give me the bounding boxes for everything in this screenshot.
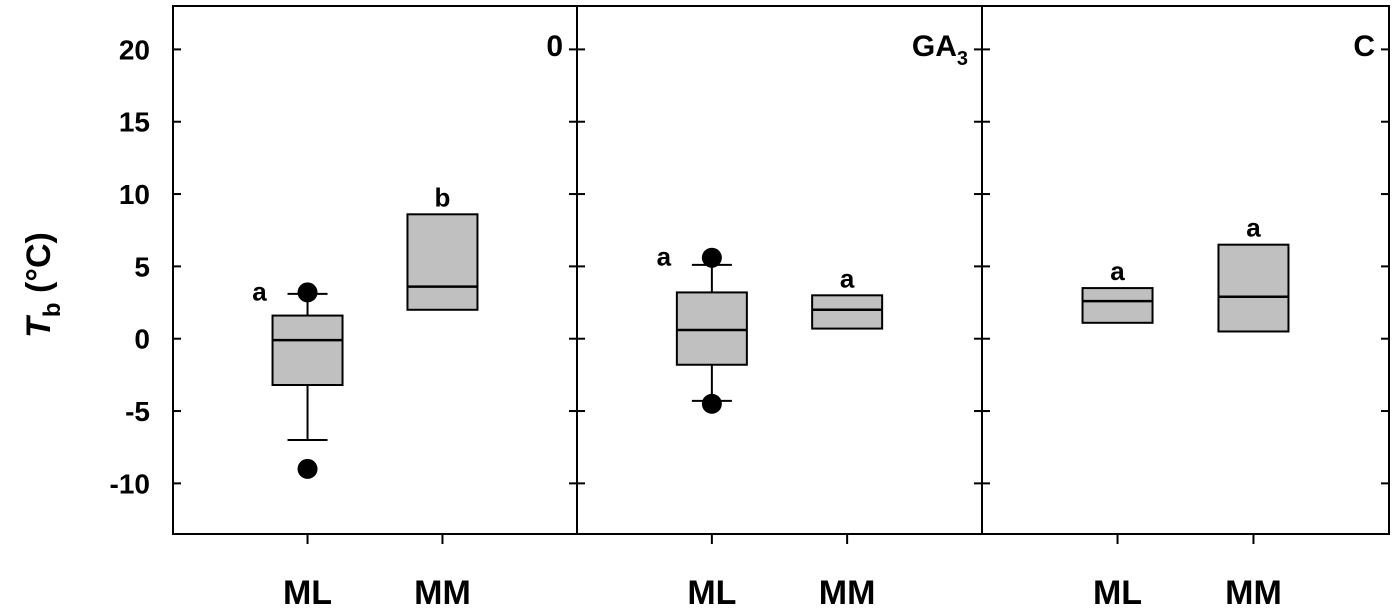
box [811,294,884,330]
panel-label: C [1353,30,1375,63]
x-category-label: ML [1093,574,1142,612]
significance-letter: a [252,276,267,306]
box [1081,287,1154,324]
x-category-label: MM [414,574,471,612]
outlier-point [297,458,318,479]
box [1217,243,1290,333]
significance-letter: a [1246,213,1261,243]
y-axis-label-main: T [20,314,58,338]
y-tick-label: -10 [110,468,150,499]
plot-area: -10 -5 0 5 10 15 20 0 ML a MM b GA3 ML a MM a C ML a MM a [110,5,1390,612]
y-tick-label: 10 [119,179,150,210]
box [675,291,748,366]
y-axis-label-sub: b [39,302,66,317]
panel-frame [172,5,578,535]
panel-frame [576,5,983,535]
outlier-point [297,282,318,303]
significance-letter: a [840,263,855,293]
y-axis-label: Tb (°C) [20,232,66,338]
y-tick-label: 0 [134,324,150,355]
panel-label: 0 [546,30,563,63]
panel-label: GA3 [912,30,968,70]
y-tick-label: 20 [119,34,150,65]
panel-2: GA3 ML a MM a [576,5,983,612]
box [406,213,479,311]
x-category-label: ML [283,574,332,612]
y-tick-label: 5 [134,251,150,282]
y-tick-label: 15 [119,107,150,138]
y-axis-label-unit: (°C) [20,232,58,302]
panel-1: 0 ML a MM b [172,5,578,612]
x-category-label: ML [687,574,736,612]
significance-letter: b [435,182,451,212]
y-tick-label: -5 [125,396,150,427]
panel-frame [981,5,1390,535]
outlier-point [701,393,722,414]
significance-letter: a [1110,256,1125,286]
box [271,314,344,387]
outlier-point [701,247,722,268]
x-category-label: MM [1225,574,1282,612]
significance-letter: a [657,242,672,272]
panel-3: C ML a MM a [981,5,1390,612]
x-category-label: MM [819,574,876,612]
